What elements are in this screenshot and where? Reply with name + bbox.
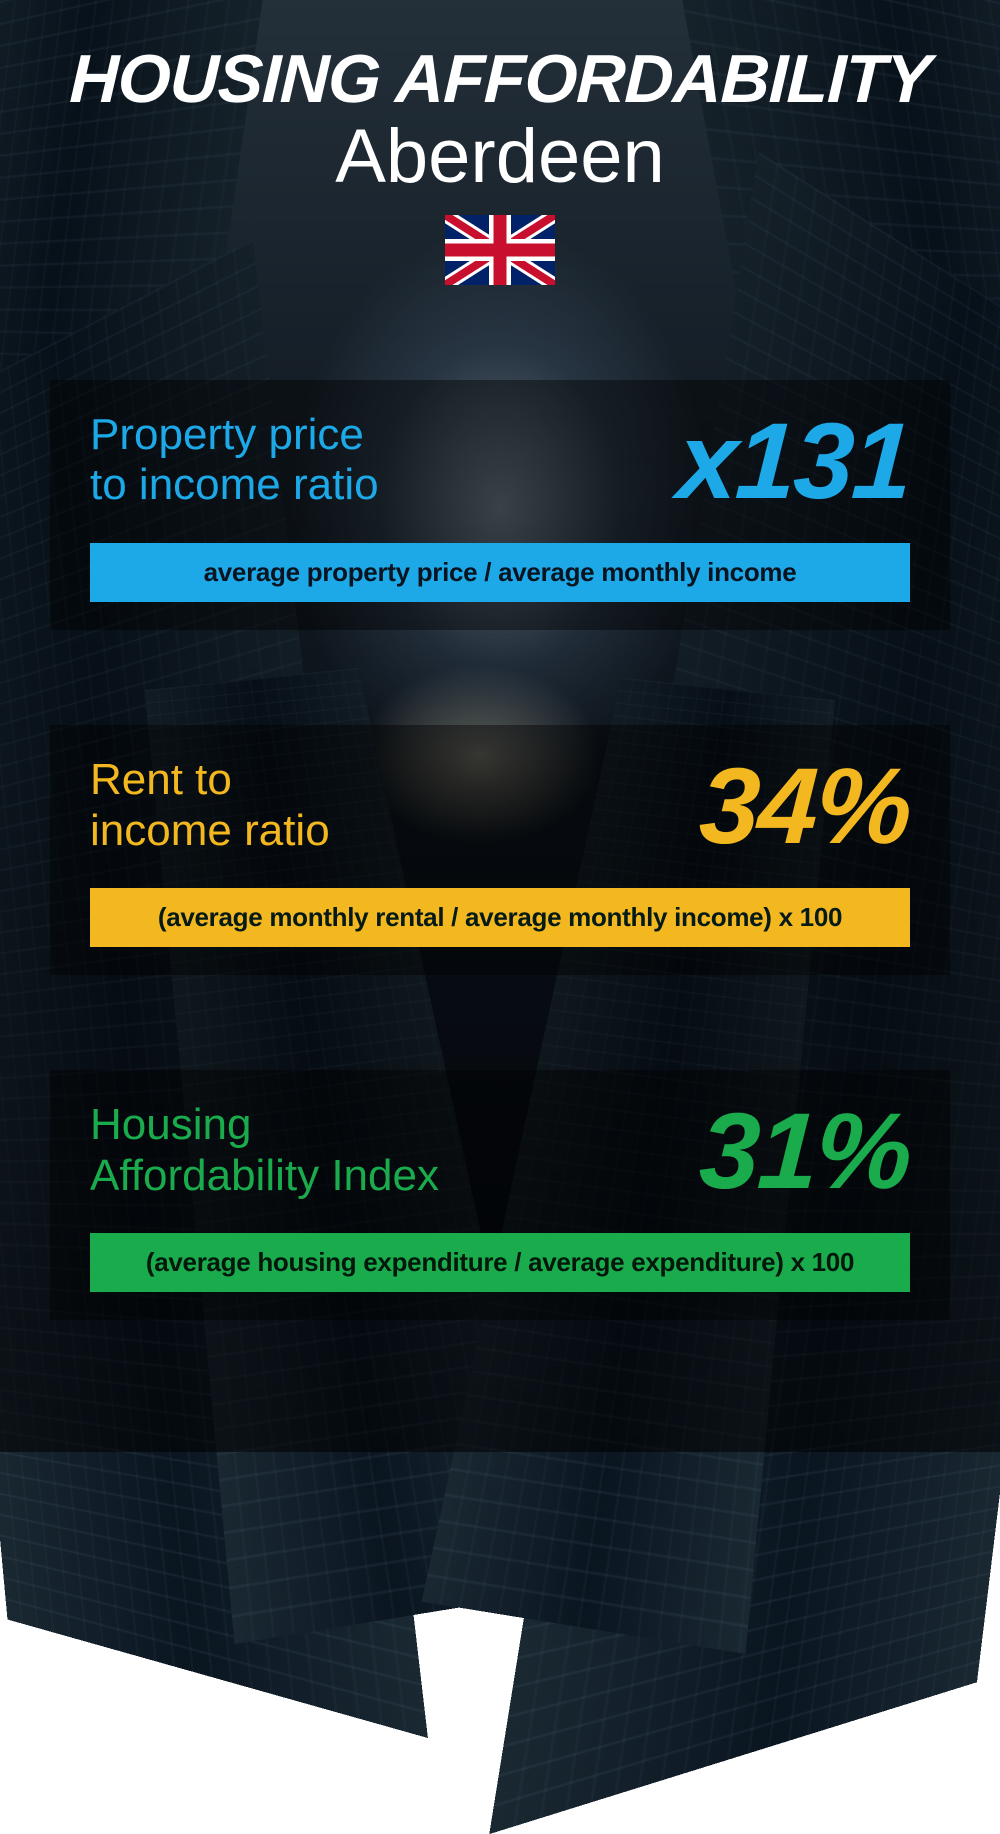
header: HOUSING AFFORDABILITY Aberdeen (50, 45, 950, 290)
stat-row: HousingAffordability Index 31% (90, 1100, 910, 1201)
stat-formula: average property price / average monthly… (90, 543, 910, 602)
stats-container: Property priceto income ratio x131 average… (50, 380, 950, 1321)
stat-value: 34% (697, 757, 912, 854)
stat-label: HousingAffordability Index (90, 1100, 439, 1201)
stat-formula: (average housing expenditure / average e… (90, 1233, 910, 1292)
content-container: HOUSING AFFORDABILITY Aberdeen Property … (0, 0, 1000, 1452)
stat-row: Property priceto income ratio x131 (90, 410, 910, 511)
uk-flag-icon (445, 215, 555, 285)
stat-formula: (average monthly rental / average monthl… (90, 888, 910, 947)
stat-card: Rent toincome ratio 34% (average monthly r… (50, 725, 950, 975)
stat-label: Rent toincome ratio (90, 755, 330, 856)
title-main: HOUSING AFFORDABILITY (49, 45, 951, 113)
title-sub: Aberdeen (50, 117, 950, 197)
stat-label: Property priceto income ratio (90, 410, 379, 511)
stat-value: 31% (697, 1102, 912, 1199)
stat-card: HousingAffordability Index 31% (average ho… (50, 1070, 950, 1320)
stat-value: x131 (675, 412, 912, 509)
stat-row: Rent toincome ratio 34% (90, 755, 910, 856)
stat-card: Property priceto income ratio x131 average… (50, 380, 950, 630)
